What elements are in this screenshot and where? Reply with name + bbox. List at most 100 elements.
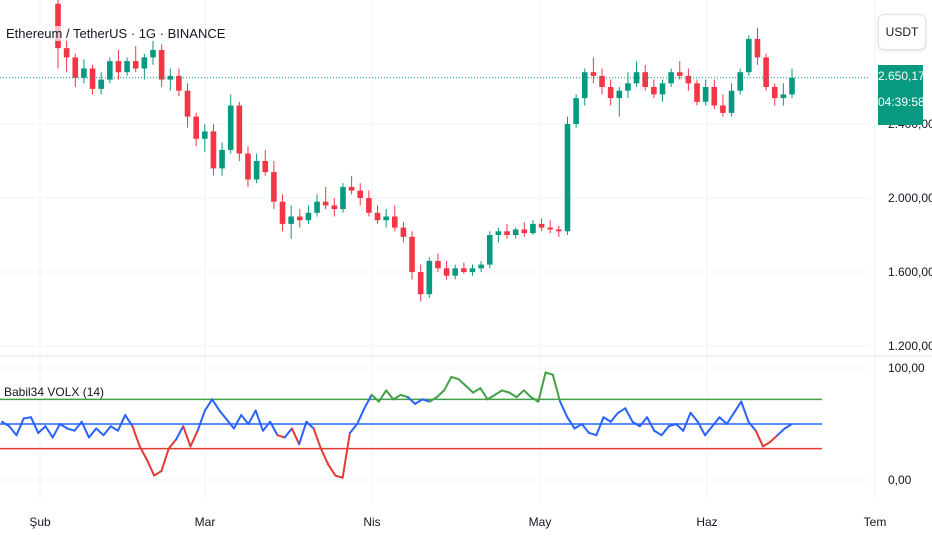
- oscillator-segment: [515, 389, 525, 399]
- oscillator-tick-label: 0,00: [888, 473, 912, 487]
- oscillator-segment: [479, 387, 489, 401]
- candle-body: [642, 72, 649, 87]
- oscillator-segment: [551, 373, 562, 403]
- oscillator-segment: [8, 425, 18, 437]
- oscillator-segment: [298, 420, 308, 446]
- candle-body: [521, 229, 528, 234]
- oscillator-segment: [58, 423, 69, 430]
- candle-body: [288, 216, 294, 224]
- oscillator-segment: [87, 427, 98, 439]
- oscillator-segment: [174, 425, 185, 441]
- oscillator-segment: [602, 416, 612, 423]
- oscillator-segment: [377, 389, 388, 403]
- time-tick-label: Haz: [696, 515, 717, 529]
- candle-body: [478, 264, 484, 269]
- oscillator-segment: [580, 423, 591, 434]
- oscillator-segment: [740, 400, 750, 423]
- oscillator-segment: [464, 384, 475, 394]
- oscillator-segment: [537, 371, 547, 403]
- candle-body: [504, 231, 510, 235]
- candle-body: [685, 75, 692, 84]
- oscillator-segment: [370, 393, 380, 403]
- candle-body: [167, 75, 174, 80]
- candle-body: [711, 87, 718, 106]
- oscillator-segment: [232, 414, 243, 430]
- oscillator-segment: [29, 416, 40, 434]
- oscillator-segment: [573, 423, 583, 430]
- candle-body: [227, 105, 234, 150]
- oscillator-segment: [269, 420, 279, 437]
- candle-body: [746, 38, 752, 73]
- oscillator-segment: [15, 417, 25, 437]
- oscillator-segment: [218, 409, 228, 421]
- last-price-tag: 2.650,17 04:39:58: [878, 65, 925, 125]
- oscillator-segment: [145, 458, 156, 477]
- oscillator-segment: [203, 398, 214, 412]
- candle-body: [417, 272, 424, 295]
- candle-body: [340, 186, 346, 210]
- oscillator-segment: [334, 474, 344, 479]
- candle-body: [573, 98, 579, 124]
- oscillator-segment: [566, 416, 576, 430]
- oscillator-segment: [522, 389, 533, 399]
- oscillator-segment: [769, 434, 779, 443]
- symbol-title[interactable]: Ethereum / TetherUS · 1G · BINANCE: [6, 26, 226, 41]
- candle-body: [737, 72, 743, 91]
- price-axis[interactable]: 2.400,002.000,001.600,001.200,00100,000,…: [888, 117, 932, 487]
- candle-body: [348, 186, 355, 191]
- time-tick-label: Tem: [864, 515, 887, 529]
- candle-body: [616, 90, 623, 99]
- oscillator-segment: [783, 423, 793, 430]
- candle-body: [262, 161, 269, 173]
- oscillator-segment: [363, 393, 373, 410]
- oscillator-segment: [327, 463, 337, 477]
- candle-body: [201, 131, 208, 139]
- oscillator-segment: [95, 427, 105, 437]
- candle-body: [176, 75, 182, 91]
- candle-body: [184, 90, 191, 117]
- grid-lines: [0, 0, 876, 500]
- oscillator-segment: [682, 411, 692, 432]
- price-tick-label: 2.000,00: [888, 191, 932, 205]
- oscillator-segment: [646, 416, 656, 432]
- oscillator-segment: [414, 398, 424, 405]
- candle-body: [63, 48, 70, 58]
- oscillator-segment: [240, 414, 250, 425]
- oscillator-segment: [385, 389, 395, 401]
- candle-body: [374, 212, 381, 221]
- candle-body: [495, 231, 502, 235]
- oscillator-segment: [733, 400, 743, 414]
- candle-body: [486, 235, 493, 265]
- oscillator-series: [0, 371, 822, 479]
- oscillator-segment: [472, 387, 482, 394]
- indicator-label[interactable]: Babil34 VOLX (14): [4, 385, 105, 399]
- candle-body: [72, 57, 79, 78]
- currency-button[interactable]: USDT: [878, 14, 926, 50]
- candle-body: [55, 3, 61, 49]
- candle-body: [443, 268, 450, 276]
- candle-body: [245, 153, 251, 180]
- oscillator-segment: [392, 393, 402, 401]
- oscillator-segment: [638, 416, 649, 428]
- candle-body: [728, 90, 735, 113]
- time-axis[interactable]: Şub Mar Nis May Haz Tem: [29, 515, 886, 529]
- oscillator-segment: [225, 418, 235, 430]
- candle-body: [391, 216, 398, 228]
- candle-body: [694, 83, 700, 102]
- candle-body: [124, 61, 130, 73]
- candle-body: [81, 68, 87, 78]
- candle-body: [107, 61, 113, 80]
- candle-body: [599, 75, 605, 87]
- oscillator-segment: [660, 425, 670, 437]
- candle-body: [409, 236, 415, 272]
- oscillator-segment: [167, 438, 177, 450]
- candle-body: [530, 223, 536, 234]
- candle-body: [383, 216, 389, 221]
- candle-body: [219, 149, 225, 169]
- oscillator-segment: [617, 407, 627, 414]
- candle-body: [296, 216, 303, 221]
- oscillator-tick-label: 100,00: [888, 361, 925, 375]
- time-tick-label: Nis: [363, 515, 380, 529]
- oscillator-segment: [595, 416, 605, 437]
- oscillator-segment: [109, 425, 119, 432]
